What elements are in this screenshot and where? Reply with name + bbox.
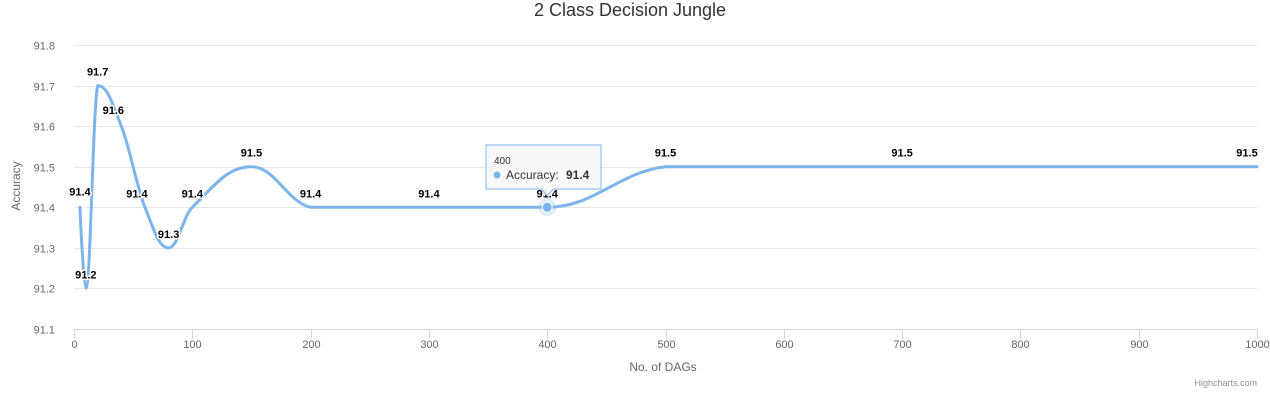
data-label: 91.4 [126, 188, 148, 200]
x-tick-label: 200 [302, 339, 320, 351]
y-tick-label: 91.6 [34, 122, 55, 134]
x-tick-label: 100 [183, 339, 201, 351]
x-tick-label: 700 [893, 339, 911, 351]
data-label: 91.5 [891, 148, 912, 160]
data-label: 91.4 [300, 188, 322, 200]
series-group [78, 84, 1259, 290]
hover-marker[interactable] [541, 201, 553, 213]
chart-title: 2 Class Decision Jungle [534, 0, 726, 20]
x-tick-label: 300 [420, 339, 438, 351]
x-tick-label: 800 [1011, 339, 1029, 351]
data-label: 91.5 [241, 148, 262, 160]
data-label: 91.4 [69, 186, 91, 198]
y-tick-label: 91.1 [34, 325, 55, 337]
tooltip-series-marker [493, 171, 501, 179]
credits-link[interactable]: Highcharts.com [1194, 378, 1257, 388]
x-axis: 0 100 200 300 400 500 600 700 800 900 1000 [71, 329, 1270, 351]
tooltip-box [485, 144, 602, 197]
x-tick-label: 500 [657, 339, 675, 351]
x-tick-label: 900 [1130, 339, 1148, 351]
data-label: 91.7 [87, 67, 108, 79]
tooltip-header: 400 [494, 156, 511, 167]
y-tick-label: 91.5 [34, 163, 55, 175]
tooltip-series-label: Accuracy: [506, 168, 559, 182]
x-tick-label: 400 [538, 339, 556, 351]
y-tick-label: 91.4 [34, 203, 55, 215]
x-tick-label: 1000 [1245, 339, 1269, 351]
data-label: 91.3 [158, 229, 179, 241]
y-tick-label: 91.3 [34, 244, 55, 256]
y-axis: 91.1 91.2 91.3 91.4 91.5 91.6 91.7 91.8 [34, 41, 55, 337]
x-tick-label: 600 [775, 339, 793, 351]
y-tick-label: 91.2 [34, 284, 55, 296]
tooltip-value: 91.4 [566, 168, 590, 182]
data-label: 91.4 [418, 188, 440, 200]
y-axis-title: Accuracy [9, 161, 23, 210]
data-labels: 91.4 91.2 91.7 91.6 91.4 91.3 91.4 91.5 91.4 91.4… [68, 65, 1260, 283]
grid [74, 45, 1257, 289]
series-line-accuracy[interactable] [78, 84, 1259, 290]
data-label: 91.6 [103, 105, 124, 117]
data-label: 91.5 [1236, 148, 1257, 160]
data-label: 91.5 [655, 148, 676, 160]
x-tick-label: 0 [71, 339, 77, 351]
data-label: 91.4 [182, 188, 204, 200]
x-axis-title: No. of DAGs [629, 360, 696, 374]
data-label: 91.2 [75, 269, 96, 281]
y-tick-label: 91.7 [34, 82, 55, 94]
y-tick-label: 91.8 [34, 41, 55, 53]
